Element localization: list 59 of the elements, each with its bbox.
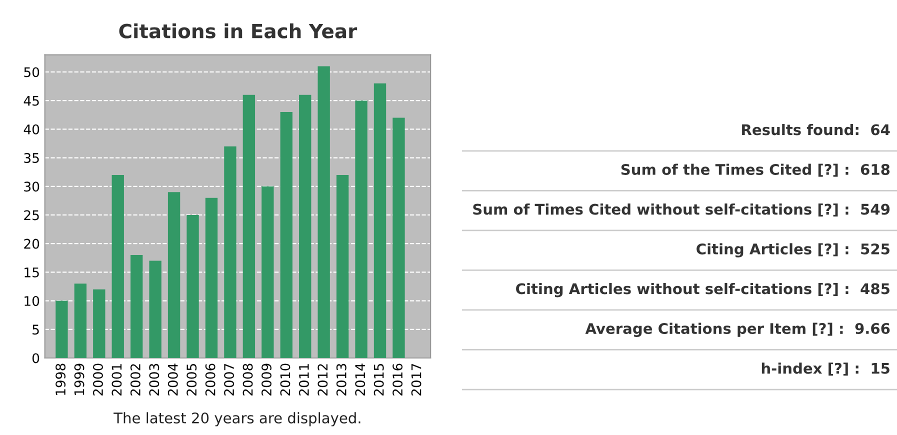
y-tick-label: 45 — [24, 96, 39, 106]
bar — [205, 198, 218, 358]
y-tick-label: 35 — [24, 153, 39, 163]
y-tick-label: 0 — [32, 353, 40, 364]
bar — [186, 214, 199, 358]
x-tick-label: 2006 — [205, 364, 216, 396]
bar — [374, 83, 386, 358]
bar — [74, 284, 87, 358]
x-tick-label: 2000 — [92, 364, 103, 396]
x-tick-label: 2017 — [411, 364, 422, 396]
x-tick-label: 2010 — [280, 364, 290, 396]
x-tick-label: 2008 — [242, 364, 253, 396]
x-tick-label: 2015 — [374, 364, 384, 396]
y-tick-label: 30 — [24, 182, 40, 192]
text: Results found: 64 — [742, 124, 890, 136]
bar — [280, 112, 292, 358]
y-tick-label: 20 — [24, 238, 40, 249]
bar — [224, 146, 236, 358]
bar — [168, 192, 180, 358]
x-tick-label: 2011 — [298, 364, 309, 396]
x-tick-label: 2013 — [336, 364, 346, 396]
y-tick-label: 40 — [24, 124, 40, 134]
bar — [93, 289, 106, 358]
bar — [355, 100, 368, 358]
x-tick-label: 2014 — [355, 364, 366, 396]
bar — [336, 174, 349, 358]
text: Average Citations per Item [?] : 9.66 — [585, 322, 890, 337]
text: h-index [?] : 15 — [762, 362, 890, 376]
x-tick-label: 2001 — [112, 364, 122, 396]
text: The latest 20 years are displayed. — [114, 412, 360, 426]
chart-title: Citations in Each Year — [119, 23, 358, 38]
x-tick-label: 2005 — [186, 364, 197, 396]
y-tick-label: 50 — [24, 67, 40, 78]
text: Citing Articles without self-citations [?] : 485 — [516, 282, 890, 298]
bar — [112, 174, 124, 358]
x-tick-label: 2004 — [168, 364, 178, 396]
x-tick-label: 1999 — [74, 364, 84, 395]
x-tick-label: 2002 — [130, 364, 140, 396]
y-tick-label: 10 — [24, 296, 40, 306]
x-tick-label: 2007 — [224, 364, 234, 396]
bar — [130, 255, 143, 358]
y-tick-label: 25 — [24, 210, 39, 220]
x-tick-label: 2012 — [318, 364, 328, 396]
bar — [56, 300, 68, 358]
x-tick-label: 2016 — [392, 364, 403, 396]
text: Sum of Times Cited without self-citations [?] : 549 — [473, 203, 890, 216]
bar — [242, 94, 256, 358]
bar — [149, 260, 162, 358]
text: Citing Articles [?] : 525 — [696, 243, 890, 258]
text: Sum of the Times Cited [?] : 618 — [621, 164, 890, 177]
x-tick-label: 1998 — [56, 364, 66, 395]
bar — [299, 94, 312, 358]
bar — [392, 118, 405, 358]
y-tick-label: 5 — [32, 324, 39, 335]
bar — [318, 66, 330, 358]
y-tick-label: 15 — [24, 268, 39, 278]
bar — [262, 186, 274, 358]
x-tick-label: 2009 — [262, 364, 272, 396]
x-tick-label: 2003 — [149, 364, 160, 396]
